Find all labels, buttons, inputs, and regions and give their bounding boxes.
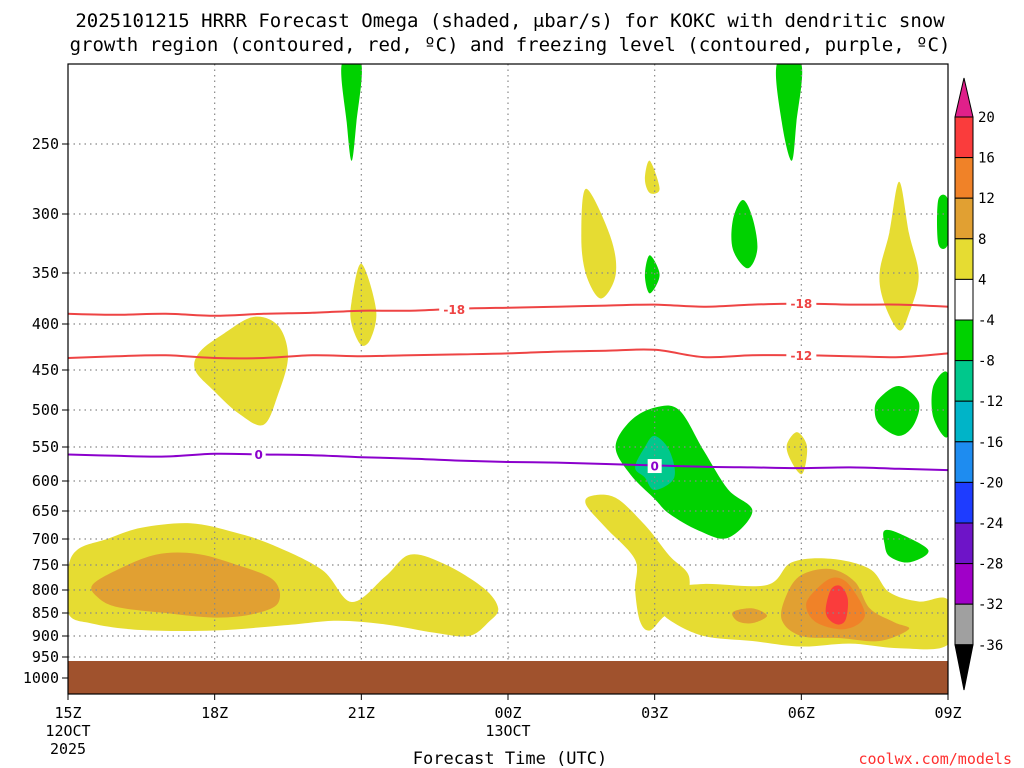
x-tick-date-15Z: 12OCT [45, 722, 90, 740]
colorbar-label-3: 8 [978, 232, 986, 248]
y-tick-label-1000: 1000 [23, 669, 59, 687]
omega-region-yellow-mid-col [585, 494, 690, 631]
colorbar-label-13: -36 [978, 638, 1003, 654]
y-tick-label-450: 450 [32, 361, 59, 379]
omega-region-green-05z-top [775, 64, 803, 161]
colorbar-label-10: -24 [978, 516, 1003, 532]
colorbar-label-1: 16 [978, 151, 995, 167]
colorbar-bin--36to-32 [954, 603, 974, 646]
contour-freezing [67, 452, 949, 472]
colorbar: 20 16 12 8 4 -4 -8 -12 -16 -20 -24 -28 -32 -36 [954, 77, 1003, 691]
colorbar-label-9: -20 [978, 475, 1003, 491]
colorbar-label-8: -16 [978, 435, 1003, 451]
y-tick-label-900: 900 [32, 627, 59, 645]
omega-region-yellow-01z [581, 188, 617, 299]
x-tick-label-18Z: 18Z [201, 704, 228, 722]
omega-region-green-07z-mid [874, 385, 920, 436]
y-tick-label-700: 700 [32, 530, 59, 548]
omega-region-green-04z [731, 199, 758, 269]
y-tick-label-950: 950 [32, 648, 59, 666]
y-tick-label-250: 250 [32, 135, 59, 153]
omega-region-green-08z-edge [931, 371, 948, 438]
contour-label-freezing-1: 0 [650, 460, 658, 474]
colorbar-bin--8to-4 [954, 319, 974, 362]
contour-label-minus18-1: -18 [790, 297, 812, 311]
x-tick-date-00Z: 13OCT [485, 722, 530, 740]
y-tick-label-300: 300 [32, 205, 59, 223]
omega-region-orange-small [732, 608, 768, 624]
credit-link[interactable]: coolwx.com/models [858, 750, 1012, 768]
omega-region-yellow-05z [786, 432, 808, 475]
y-tick-label-650: 650 [32, 502, 59, 520]
colorbar-bin-4to8 [954, 238, 974, 280]
chart-title-line2: growth region (contoured, red, ºC) and f… [70, 34, 951, 56]
x-tick-label-06Z: 06Z [788, 704, 815, 722]
colorbar-label-4: 4 [978, 272, 986, 288]
omega-region-orange-left [91, 552, 281, 618]
colorbar-bin--4to4 [954, 278, 974, 321]
y-tick-label-850: 850 [32, 604, 59, 622]
ground-surface [68, 661, 948, 694]
colorbar-top-arrow [954, 77, 974, 118]
contour-label-bg-minus18-0 [439, 302, 470, 317]
colorbar-bin-16to20 [954, 116, 974, 159]
contour-label-bg-freezing-0 [251, 447, 266, 462]
colorbar-label-11: -28 [978, 557, 1003, 573]
omega-region-green-02z [644, 255, 660, 294]
axis-layer: 250 300 350 400 450 500 550 600 650 700 750 800 850 9… [23, 135, 962, 758]
colorbar-bin--28to-24 [954, 522, 974, 565]
x-tick-label-09Z: 09Z [934, 704, 961, 722]
contour-label-freezing-0: 0 [254, 448, 262, 462]
colorbar-bottom-arrow [954, 644, 974, 691]
y-tick-label-400: 400 [32, 315, 59, 333]
x-tick-label-21Z: 21Z [348, 704, 375, 722]
contour-layer: -18 -18 -12 0 0 [67, 296, 949, 474]
colorbar-label-0: 20 [978, 110, 995, 126]
colorbar-bin-12to16 [954, 157, 974, 199]
colorbar-bin--20to-16 [954, 441, 974, 483]
chart-title-line1: 2025101215 HRRR Forecast Omega (shaded, … [75, 10, 945, 32]
y-tick-label-500: 500 [32, 401, 59, 419]
y-tick-label-350: 350 [32, 264, 59, 282]
x-tick-year-15Z: 2025 [50, 740, 86, 758]
colorbar-label-5: -4 [978, 313, 995, 329]
x-tick-label-00Z: 00Z [494, 704, 521, 722]
colorbar-bin--16to-12 [954, 400, 974, 443]
omega-region-green-main [615, 405, 753, 539]
omega-region-green-19z-top [341, 64, 362, 161]
x-tick-label-15Z: 15Z [54, 704, 81, 722]
omega-region-yellow-upper-left [194, 316, 288, 426]
contour-label-bg-freezing-1 [647, 459, 662, 474]
colorbar-bin--24to-20 [954, 481, 974, 524]
colorbar-label-7: -12 [978, 394, 1003, 410]
x-axis-title: Forecast Time (UTC) [413, 749, 607, 768]
omega-region-yellow-07z [879, 181, 919, 331]
grid-layer [68, 64, 948, 694]
contour-label-minus18-0: -18 [443, 303, 465, 317]
y-tick-label-800: 800 [32, 581, 59, 599]
colorbar-label-12: -32 [978, 597, 1003, 613]
omega-region-yellow-21z [350, 263, 377, 346]
y-tick-label-750: 750 [32, 556, 59, 574]
omega-region-green-08z-right [937, 194, 948, 249]
omega-region-green-07z-low [883, 529, 929, 563]
colorbar-label-6: -8 [978, 354, 995, 370]
y-tick-label-600: 600 [32, 472, 59, 490]
colorbar-label-2: 12 [978, 191, 995, 207]
y-tick-label-550: 550 [32, 438, 59, 456]
colorbar-bin-8to12 [954, 197, 974, 240]
colorbar-bin--12to-8 [954, 360, 974, 402]
colorbar-bin--32to-28 [954, 563, 974, 605]
contour-label-bg-minus18-1 [786, 296, 817, 311]
contour-label-minus12-0: -12 [790, 349, 812, 363]
omega-region-red-core [825, 585, 849, 625]
contour-label-bg-minus12-0 [786, 348, 817, 363]
x-tick-label-03Z: 03Z [641, 704, 668, 722]
omega-region-yellow-03z [644, 160, 660, 194]
